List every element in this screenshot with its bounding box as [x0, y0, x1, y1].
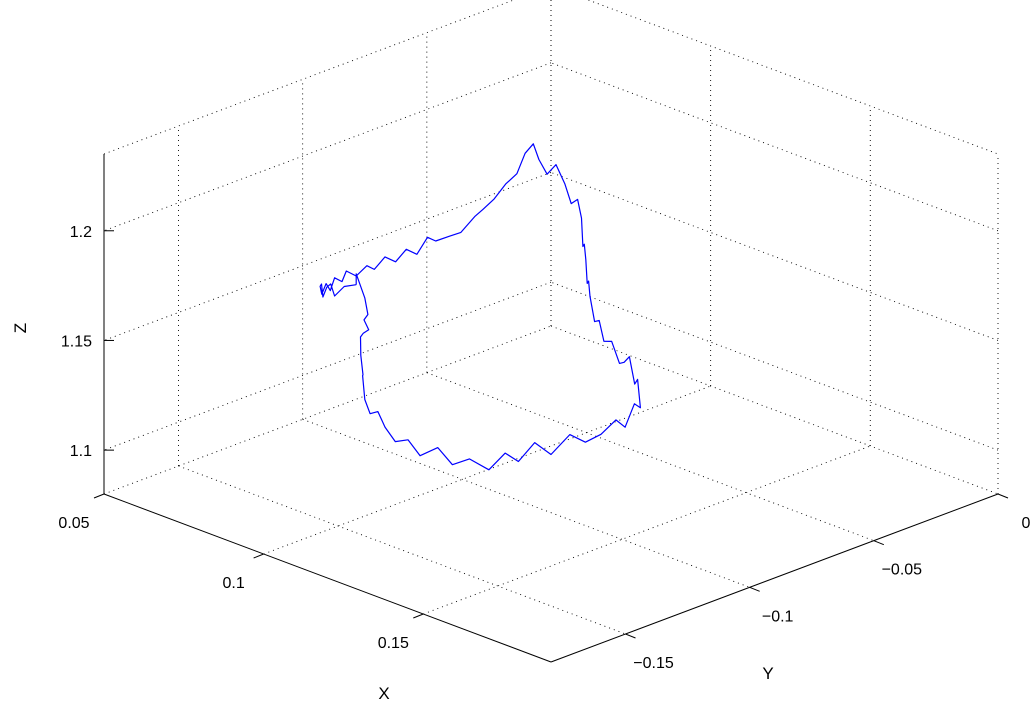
grid-line [103, 172, 552, 341]
z-tick-label: 1.15 [61, 333, 92, 350]
y-tick-label: −0.15 [633, 655, 674, 672]
y-tick-mark [749, 586, 760, 592]
grid-line [178, 465, 626, 635]
y-tick-label: 0 [1022, 515, 1030, 532]
y-tick-label: −0.05 [882, 562, 923, 579]
grid-line [103, 0, 516, 155]
grid-line [586, 0, 999, 155]
x-tick-mark [93, 493, 105, 499]
axis-lines [93, 154, 1009, 663]
grid-line [426, 372, 874, 542]
grid-line [550, 281, 999, 451]
y-tick-mark [625, 633, 636, 639]
z-tick-label: 1.1 [70, 443, 92, 460]
y-axis-label: Y [762, 664, 773, 683]
x-axis-label: X [378, 684, 389, 703]
y-axis-line [550, 493, 999, 663]
grid-line [263, 385, 711, 555]
z-tick-label: 1.2 [70, 224, 92, 241]
grid-line [103, 62, 552, 232]
grid-lines [103, 0, 999, 635]
grid-line [302, 418, 750, 588]
tick-labels: 0.05 0.1 0.15 −0.15 −0.1 −0.05 0 1.1 1.15 1.2 [58, 224, 1030, 672]
grid-line [550, 172, 999, 341]
y-tick-mark [997, 493, 1009, 499]
y-tick-label: −0.1 [762, 608, 794, 625]
series-layer [319, 143, 642, 471]
series-line [319, 143, 642, 471]
grid-line [550, 62, 999, 232]
x-tick-label: 0.1 [223, 575, 245, 592]
z-axis-label: Z [11, 323, 30, 333]
x-tick-mark [413, 613, 424, 619]
grid-line [550, 325, 999, 495]
x-axis-line [103, 493, 552, 663]
x-tick-label: 0.05 [58, 515, 89, 532]
y-tick-mark [873, 540, 885, 546]
x-tick-label: 0.15 [378, 635, 409, 652]
grid-line [423, 445, 871, 615]
x-tick-mark [253, 553, 264, 559]
grid-line [103, 325, 552, 495]
grid-line [103, 281, 552, 451]
